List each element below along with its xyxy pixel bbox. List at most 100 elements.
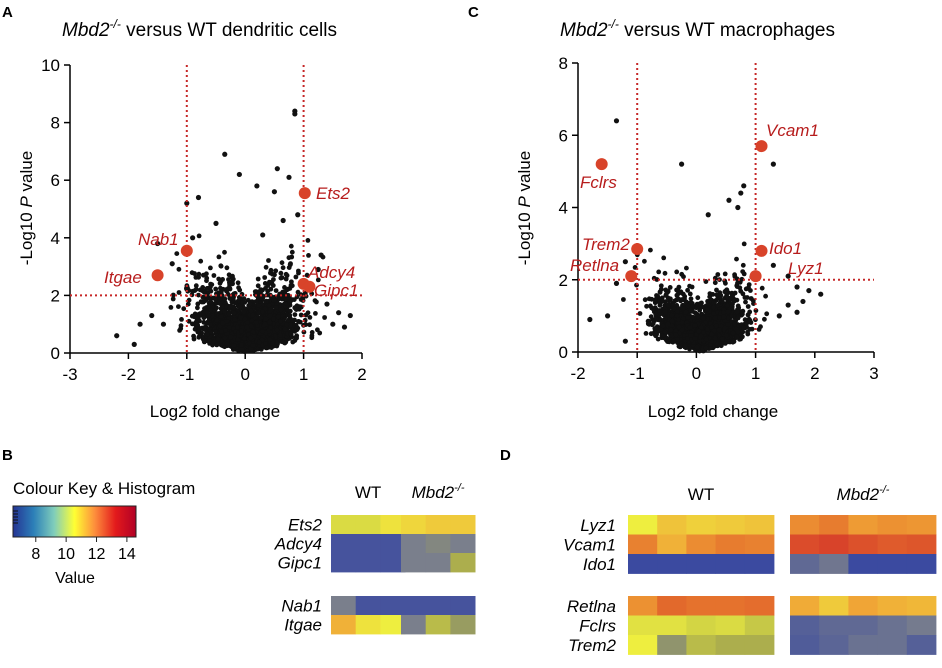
heatmap-row-label: Gipc1 (278, 554, 322, 573)
data-point (273, 334, 279, 340)
data-point (285, 331, 290, 337)
x-tick-label: -2 (121, 365, 136, 384)
highlight-point-trem2 (631, 243, 644, 256)
colour-key-tick-label: 10 (57, 546, 75, 563)
data-point (770, 161, 776, 167)
panel-letter-d: D (500, 447, 511, 464)
data-point (235, 337, 241, 342)
scatter-points (587, 118, 824, 354)
data-point (794, 284, 800, 290)
data-point (703, 345, 709, 351)
data-point (679, 327, 685, 333)
data-point (194, 315, 200, 321)
panel-a-title: Mbd2-/- versus WT dendritic cells (62, 17, 337, 41)
data-point (280, 217, 286, 224)
data-point (196, 233, 202, 239)
colour-key-label: Value (55, 570, 95, 587)
panel-c-xlabel: Log2 fold change (648, 402, 778, 421)
data-point (642, 258, 647, 264)
data-point (758, 324, 763, 330)
data-point (649, 296, 655, 302)
x-tick-label: -2 (570, 364, 585, 383)
data-point (269, 345, 274, 350)
data-point (265, 288, 271, 294)
data-point (213, 286, 219, 292)
y-tick-label: 10 (41, 56, 60, 75)
data-point (214, 342, 220, 348)
data-point (155, 240, 161, 247)
data-point (277, 332, 283, 338)
data-point (279, 260, 285, 266)
data-point (303, 312, 309, 318)
data-point (662, 329, 668, 335)
gene-label-lyz1: Lyz1 (788, 259, 824, 278)
heatmap-cell (401, 515, 427, 535)
data-point (190, 288, 195, 294)
data-point (298, 312, 304, 318)
data-point (307, 322, 312, 328)
heatmap-cell (686, 534, 716, 555)
heatmap-row-label: Vcam1 (563, 535, 616, 554)
data-point (330, 321, 336, 327)
data-point (258, 287, 264, 293)
data-point (218, 314, 224, 319)
data-point (698, 333, 704, 339)
data-point (234, 324, 240, 330)
data-point (226, 277, 231, 282)
data-point (665, 321, 671, 327)
data-point (661, 255, 667, 261)
highlight-point-nab1 (180, 244, 193, 257)
heatmap-row-label: Itgae (284, 616, 322, 635)
data-point (196, 292, 201, 298)
data-point (700, 315, 706, 321)
data-point (256, 303, 262, 308)
data-point (687, 283, 692, 289)
heatmap-cell (686, 615, 716, 636)
data-point (283, 303, 289, 309)
data-point (201, 339, 207, 344)
gene-label-trem2: Trem2 (582, 235, 630, 254)
heatmap-cell (906, 596, 937, 616)
data-point (222, 151, 228, 157)
panel-c-ylabel: -Log10 P value (515, 151, 534, 265)
data-point (725, 295, 730, 301)
data-point (717, 315, 722, 321)
heatmap-cell (744, 534, 775, 555)
data-point (725, 309, 731, 315)
data-point (681, 316, 686, 321)
data-point (202, 325, 208, 331)
y-tick-label: 0 (51, 344, 60, 363)
heatmap-cell (425, 553, 451, 573)
data-point (677, 344, 683, 350)
data-point (722, 271, 728, 277)
y-tick-label: 6 (559, 126, 568, 145)
data-point (191, 336, 197, 342)
data-point (671, 306, 677, 312)
data-point (292, 111, 298, 117)
heatmap-cell (657, 515, 687, 535)
data-point (671, 338, 676, 344)
heatmap-cell (848, 534, 878, 555)
data-point (748, 296, 754, 301)
data-point (278, 270, 284, 276)
data-point (730, 339, 736, 345)
data-point (745, 304, 751, 309)
data-point (250, 312, 256, 318)
heatmap-cell (355, 615, 381, 635)
data-point (169, 261, 175, 267)
data-point (683, 309, 689, 315)
data-point (648, 303, 653, 309)
data-point (657, 308, 662, 313)
data-point (794, 309, 800, 315)
data-point (204, 275, 210, 281)
data-point (226, 325, 232, 330)
x-tick-label: -3 (62, 365, 77, 384)
heatmap-cell (355, 534, 381, 554)
data-point (193, 286, 199, 292)
x-tick-label: 1 (299, 365, 308, 384)
gene-label-ido1: Ido1 (769, 239, 802, 258)
data-point (622, 338, 628, 344)
data-point (283, 297, 288, 303)
